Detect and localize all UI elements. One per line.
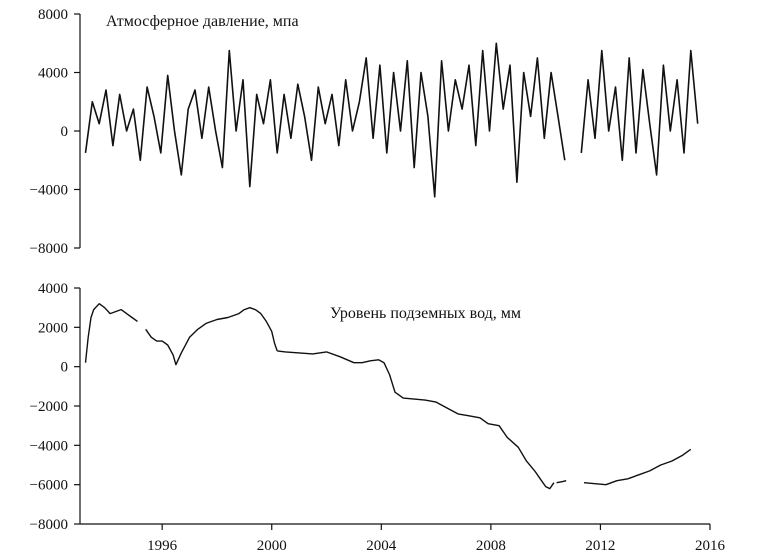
y-tick-label: 0 bbox=[61, 360, 69, 376]
groundwater-series bbox=[84, 303, 692, 490]
y-tick-label: 8000 bbox=[38, 7, 68, 23]
y-tick-label: 4000 bbox=[38, 281, 68, 297]
pressure-panel: Атмосферное давление, мпа 8000 4000 0 −4000… bbox=[30, 7, 699, 257]
x-tick-label: 2012 bbox=[585, 538, 615, 554]
x-tick-label: 2004 bbox=[366, 538, 397, 554]
y-tick-label: −4000 bbox=[30, 183, 68, 199]
series-line-4 bbox=[583, 448, 692, 486]
pressure-y-ticks: 8000 4000 0 −4000 −8000 bbox=[30, 7, 80, 257]
y-tick-label: 2000 bbox=[38, 320, 68, 336]
series-line-1 bbox=[145, 307, 278, 366]
y-tick-label: 4000 bbox=[38, 66, 68, 82]
x-tick-label: 2008 bbox=[476, 538, 506, 554]
series-line-0 bbox=[84, 42, 566, 198]
groundwater-x-ticks: 1996 2000 2004 2008 2012 2016 bbox=[147, 524, 726, 554]
series-line-3 bbox=[556, 480, 567, 484]
y-tick-label: −2000 bbox=[30, 399, 68, 415]
x-tick-label: 2016 bbox=[695, 538, 726, 554]
x-tick-label: 1996 bbox=[147, 538, 178, 554]
x-tick-label: 2000 bbox=[257, 538, 287, 554]
y-tick-label: 0 bbox=[61, 124, 69, 140]
series-line-2 bbox=[277, 350, 555, 490]
y-tick-label: −4000 bbox=[30, 438, 68, 454]
y-tick-label: −8000 bbox=[30, 517, 68, 533]
series-line-0 bbox=[84, 303, 138, 363]
series-line-1 bbox=[580, 49, 699, 176]
groundwater-panel: Уровень подземных вод, мм 4000 2000 0 −2000… bbox=[30, 281, 726, 554]
pressure-series bbox=[84, 42, 699, 198]
pressure-title: Атмосферное давление, мпа bbox=[106, 13, 299, 30]
groundwater-title: Уровень подземных вод, мм bbox=[330, 305, 521, 322]
y-tick-label: −8000 bbox=[30, 241, 68, 257]
y-tick-label: −6000 bbox=[30, 478, 68, 494]
groundwater-y-ticks: 4000 2000 0 −2000 −4000 −6000 −8000 bbox=[30, 281, 80, 533]
